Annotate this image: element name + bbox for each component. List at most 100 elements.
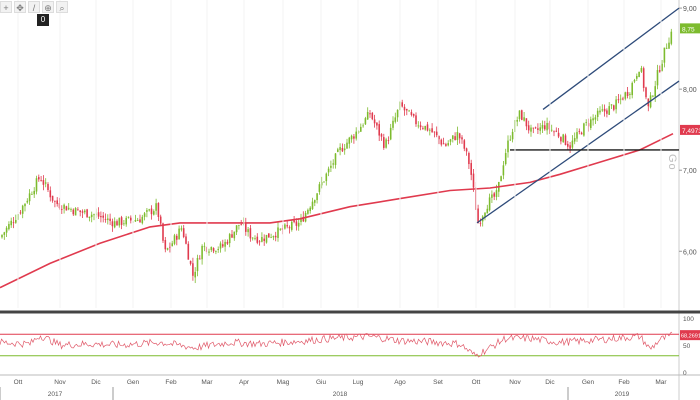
candle-body — [1, 234, 3, 238]
trend-line — [476, 80, 680, 224]
candle-body — [51, 195, 54, 201]
candle-body — [521, 110, 523, 120]
candle-body — [537, 128, 539, 130]
candle-body — [162, 223, 164, 241]
candle-body — [596, 110, 599, 117]
candle-body — [629, 93, 631, 95]
pan-icon[interactable]: ✥ — [14, 1, 26, 13]
candle-body — [346, 142, 348, 149]
candle-body — [422, 127, 424, 129]
candle-body — [415, 115, 417, 125]
candle-body — [583, 123, 585, 136]
candle-body — [180, 228, 183, 230]
candle-body — [500, 176, 502, 182]
candle-body — [222, 244, 224, 247]
candle-body — [19, 212, 22, 214]
candle-body — [452, 135, 454, 140]
candle-body — [659, 70, 661, 72]
candle-body — [219, 243, 222, 249]
month-label: Nov — [509, 379, 521, 386]
candle-body — [196, 258, 199, 272]
last-price-tag-bg — [680, 23, 700, 34]
search-icon[interactable]: ⌕ — [56, 1, 68, 13]
candle-body — [449, 139, 452, 142]
candle-body — [615, 99, 617, 110]
candle-body — [633, 79, 636, 82]
candle-body — [67, 207, 70, 210]
candle-body — [350, 135, 353, 140]
candle-body — [150, 208, 153, 215]
candle-body — [433, 131, 436, 133]
candle-body — [47, 183, 49, 190]
candle-body — [270, 237, 272, 239]
candle-body — [171, 243, 173, 247]
candle-body — [456, 131, 459, 141]
oscillator-tick-label: 0 — [683, 370, 687, 377]
crosshair-icon[interactable]: + — [0, 1, 12, 13]
zoom-icon[interactable]: ⊕ — [42, 1, 54, 13]
candle-body — [426, 124, 429, 131]
candle-body — [297, 222, 300, 227]
candle-body — [534, 127, 537, 129]
candle-body — [125, 217, 127, 225]
month-label: Ott — [472, 379, 481, 386]
candle-body — [369, 113, 371, 115]
candle-body — [461, 137, 463, 140]
candle-body — [470, 163, 472, 175]
candle-body — [12, 222, 15, 224]
candle-body — [141, 216, 144, 224]
candle-body — [617, 99, 620, 101]
candle-body — [626, 91, 629, 96]
candle-body — [463, 140, 466, 149]
oscillator-value-tag: 68,2691 — [681, 334, 700, 340]
candle-body — [327, 168, 330, 173]
chart-toolbar: + ✥ / ⊕ ⌕ — [0, 0, 68, 14]
candle-body — [302, 216, 305, 222]
candle-body — [608, 106, 610, 115]
candle-body — [238, 224, 240, 226]
candle-body — [553, 131, 555, 133]
candle-body — [318, 184, 321, 192]
candle-body — [378, 124, 380, 136]
candle-body — [638, 71, 640, 77]
candle-body — [240, 224, 242, 226]
candle-body — [509, 139, 512, 141]
year-label: 2019 — [615, 391, 630, 398]
candle-body — [249, 228, 252, 239]
candle-body — [111, 221, 114, 227]
candle-body — [10, 220, 12, 226]
candle-body — [406, 108, 408, 111]
trend-line — [542, 7, 680, 110]
candle-body — [325, 173, 328, 182]
price-tick-label: 9,00 — [683, 6, 697, 13]
candle-body — [148, 209, 150, 211]
candle-body — [157, 202, 160, 217]
candle-body — [263, 238, 265, 241]
candle-body — [54, 200, 56, 202]
candle-body — [348, 137, 351, 144]
month-label: Giu — [316, 379, 327, 386]
draw-icon[interactable]: / — [28, 1, 40, 13]
candle-body — [410, 112, 413, 115]
candle-body — [113, 221, 116, 228]
candle-body — [371, 112, 374, 120]
candle-body — [442, 143, 445, 145]
candle-body — [102, 215, 104, 218]
candle-body — [555, 130, 558, 132]
candle-body — [127, 216, 130, 218]
candle-body — [28, 193, 31, 202]
candle-body — [366, 111, 369, 120]
candle-body — [585, 122, 587, 123]
candle-body — [477, 208, 479, 224]
candle-body — [49, 190, 52, 198]
candle-body — [527, 125, 530, 131]
candle-body — [362, 125, 364, 127]
candle-body — [624, 92, 627, 99]
candle-body — [134, 220, 137, 222]
candle-body — [642, 68, 645, 88]
candle-body — [74, 208, 77, 216]
candle-body — [380, 134, 383, 137]
candle-body — [341, 147, 344, 152]
